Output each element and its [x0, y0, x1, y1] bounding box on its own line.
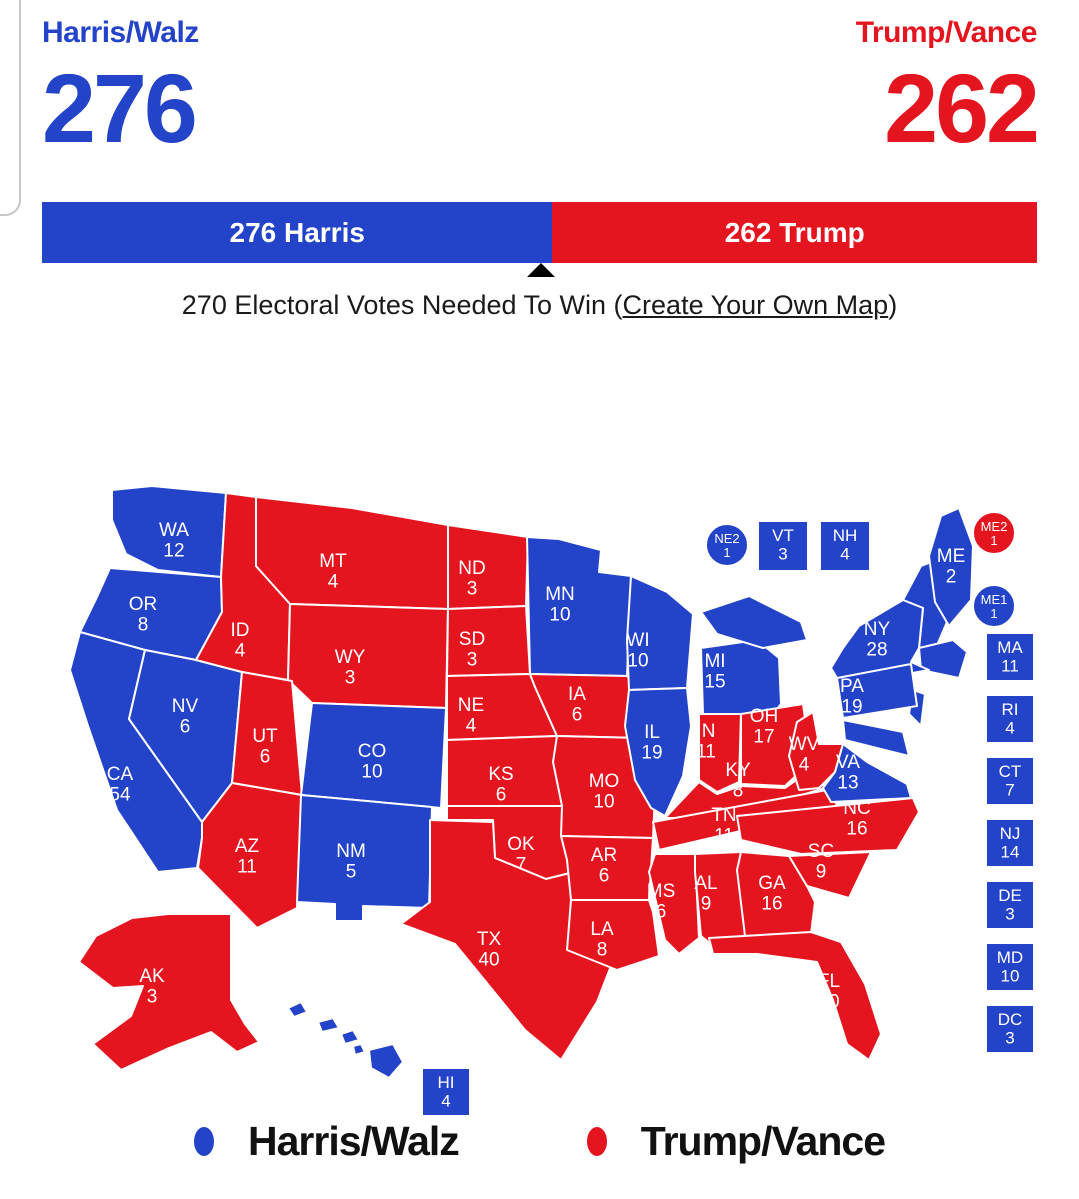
- state-il[interactable]: [624, 687, 692, 817]
- state-mt[interactable]: [255, 496, 449, 610]
- state-ak[interactable]: [78, 913, 260, 1071]
- state-box-hi[interactable]: [421, 1067, 471, 1117]
- state-mi[interactable]: [700, 639, 782, 715]
- harris-vote-total: 276: [42, 54, 198, 163]
- trump-header: Trump/Vance 262: [855, 16, 1040, 163]
- state-nc[interactable]: [736, 797, 920, 855]
- state-box-ct[interactable]: [985, 756, 1035, 806]
- scoreboard-header: Harris/Walz 276 Trump/Vance 262: [42, 16, 1040, 163]
- state-tx[interactable]: [400, 819, 624, 1061]
- state-va[interactable]: [822, 743, 912, 803]
- state-box-nh[interactable]: [819, 520, 871, 572]
- state-pa[interactable]: [836, 663, 918, 719]
- caption-text-before: 270 Electoral Votes Needed To Win (: [181, 290, 623, 320]
- state-mn[interactable]: [526, 536, 632, 677]
- state-wi[interactable]: [626, 575, 694, 691]
- state-wy[interactable]: [287, 603, 449, 709]
- legend-item-harris: Harris/Walz: [194, 1118, 460, 1165]
- state-box-nj[interactable]: [985, 818, 1035, 868]
- district-circle-ne2[interactable]: [705, 523, 749, 567]
- votes-needed-caption: 270 Electoral Votes Needed To Win (Creat…: [0, 290, 1079, 321]
- trump-legend-label: Trump/Vance: [640, 1118, 886, 1164]
- legend-item-trump: Trump/Vance: [586, 1118, 886, 1165]
- district-circle-me2[interactable]: [972, 511, 1016, 555]
- card-border-fragment: [0, 0, 21, 216]
- md-de-map-sliver: [842, 719, 910, 757]
- state-box-vt[interactable]: [757, 520, 809, 572]
- state-box-md[interactable]: [985, 942, 1035, 992]
- trump-bar-label: 262 Trump: [724, 216, 865, 248]
- state-box-ri[interactable]: [985, 694, 1035, 744]
- hawaii-island: [317, 1017, 340, 1033]
- hawaii-island: [368, 1043, 404, 1079]
- hawaii-island: [340, 1029, 360, 1045]
- state-sc[interactable]: [788, 851, 872, 899]
- harris-header: Harris/Walz 276: [42, 16, 199, 163]
- state-nm[interactable]: [296, 794, 433, 922]
- state-me[interactable]: [928, 507, 974, 627]
- trump-vote-total: 262: [884, 54, 1040, 163]
- harris-legend-dot-icon: [194, 1127, 214, 1156]
- harris-ticket-name: Harris/Walz: [42, 16, 199, 49]
- state-ut[interactable]: [231, 671, 303, 796]
- map-legend: Harris/Walz Trump/Vance: [0, 1118, 1079, 1165]
- state-mi[interactable]: [700, 595, 808, 649]
- hawaii-island: [352, 1043, 366, 1056]
- harris-bar-label: 276 Harris: [229, 216, 365, 248]
- state-fl[interactable]: [708, 931, 882, 1061]
- state-box-dc[interactable]: [985, 1004, 1035, 1054]
- district-circle-me1[interactable]: [972, 584, 1016, 628]
- state-nd[interactable]: [447, 524, 529, 610]
- ma-ct-ri-map-sliver: [918, 639, 968, 679]
- hawaii-island: [287, 1001, 308, 1018]
- state-box-de[interactable]: [985, 880, 1035, 930]
- state-la[interactable]: [566, 899, 660, 971]
- 270-threshold-marker: [527, 263, 556, 277]
- create-your-own-map-link[interactable]: Create Your Own Map: [622, 290, 889, 320]
- state-box-ma[interactable]: [985, 632, 1035, 682]
- electoral-vote-bar: 276 Harris 262 Trump: [42, 202, 1037, 263]
- harris-bar-segment: 276 Harris: [42, 202, 553, 263]
- state-sd[interactable]: [446, 605, 531, 677]
- harris-legend-label: Harris/Walz: [248, 1118, 460, 1164]
- trump-bar-segment: 262 Trump: [552, 202, 1037, 263]
- trump-ticket-name: Trump/Vance: [855, 16, 1038, 49]
- state-ks[interactable]: [446, 735, 563, 807]
- state-wa[interactable]: [111, 485, 227, 578]
- state-co[interactable]: [300, 702, 447, 809]
- trump-legend-dot-icon: [586, 1127, 607, 1156]
- caption-text-after: ): [888, 290, 898, 320]
- state-ar[interactable]: [560, 835, 654, 901]
- state-in[interactable]: [698, 713, 742, 793]
- state-ny[interactable]: [830, 599, 930, 679]
